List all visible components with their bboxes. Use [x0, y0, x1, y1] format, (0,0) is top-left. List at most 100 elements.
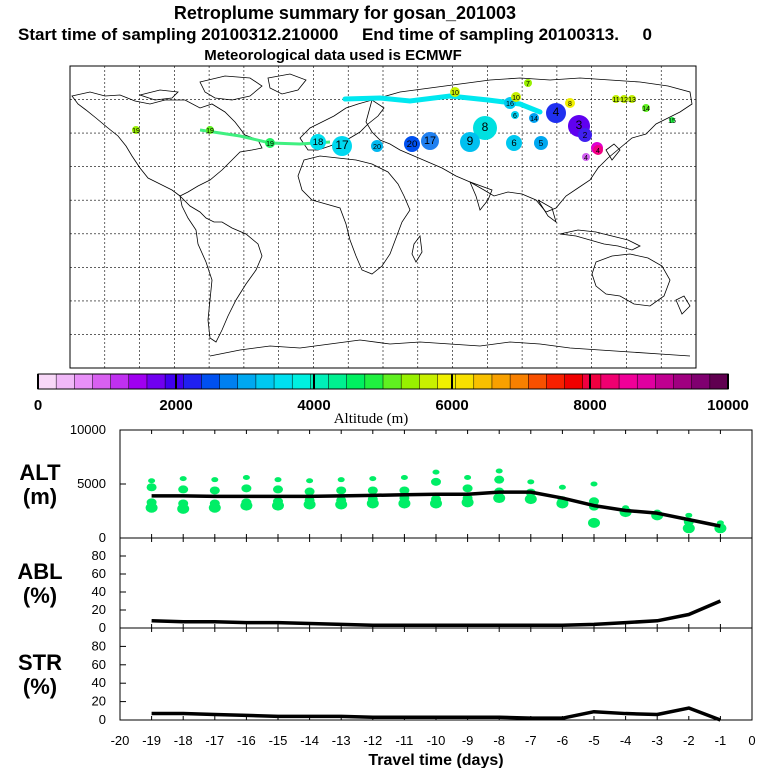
colorbar-cell: [128, 373, 148, 390]
plume-label: 17: [424, 135, 436, 147]
altitude-point: [495, 468, 503, 474]
colorbar-cell: [691, 373, 711, 390]
altitude-point: [464, 475, 472, 481]
colorbar-cell: [455, 373, 475, 390]
altitude-point: [148, 478, 156, 484]
plume-label: 6: [513, 113, 517, 120]
x-tick-label: -4: [620, 733, 632, 748]
plume-label: 10: [512, 95, 520, 102]
colorbar-cell: [419, 373, 439, 390]
x-tick-label: -10: [427, 733, 446, 748]
plume-label: 3: [576, 118, 583, 132]
colorbar-cell: [509, 373, 530, 390]
plume-marker: [265, 138, 275, 148]
plume-label: 15: [668, 118, 676, 125]
series-line: [151, 490, 721, 528]
colorbar-cell: [219, 373, 239, 390]
colorbar-cell: [273, 373, 293, 390]
colorbar-cell: [437, 373, 457, 390]
y-axis-unit: (m): [23, 484, 57, 509]
colorbar-cell: [346, 373, 366, 390]
altitude-point: [493, 493, 506, 504]
plume-track: [342, 93, 543, 115]
x-tick-label: -13: [332, 733, 351, 748]
y-tick-label: 60: [92, 566, 106, 581]
plume-marker: [628, 95, 636, 103]
plume-label: 9: [467, 134, 474, 148]
colorbar-cell: [328, 373, 348, 390]
altitude-point: [398, 498, 411, 509]
plume-marker: [310, 134, 326, 150]
x-axis-title: Travel time (days): [368, 752, 503, 768]
y-tick-label: 60: [92, 657, 106, 672]
colorbar-cell: [92, 373, 112, 390]
plume-marker: [534, 136, 548, 150]
x-tick-label: -5: [588, 733, 600, 748]
x-tick-label: -6: [557, 733, 569, 748]
plume-marker: [642, 104, 650, 112]
y-tick-label: 40: [92, 584, 106, 599]
colorbar-cell: [600, 373, 620, 390]
plume-marker: [669, 117, 675, 123]
series-line: [151, 706, 722, 722]
altitude-point: [494, 475, 505, 484]
colorbar-cell: [618, 373, 638, 390]
colorbar-cell: [673, 373, 693, 390]
plume-marker: [332, 136, 352, 156]
altitude-point: [430, 498, 442, 509]
x-tick-label: -8: [493, 733, 505, 748]
plume-label: 16: [506, 99, 514, 108]
altitude-point: [178, 485, 189, 494]
colorbar-tick-label: 2000: [159, 397, 192, 414]
altitude-point: [367, 486, 378, 495]
y-tick-label: 0: [99, 712, 106, 727]
colorbar-cell: [382, 373, 402, 390]
x-tick-label: -7: [525, 733, 537, 748]
colorbar-cell: [110, 373, 130, 390]
altitude-point: [366, 498, 379, 509]
altitude-point: [399, 486, 410, 495]
plume-marker: [620, 95, 628, 103]
x-tick-label: -17: [205, 733, 224, 748]
colorbar-cell: [146, 373, 166, 390]
y-tick-label: 20: [92, 602, 106, 617]
colorbar-cell: [364, 373, 384, 390]
plume-marker: [565, 98, 575, 108]
plume-label: 20: [407, 139, 418, 150]
met-data-line: Meteorological data used is ECMWF: [204, 47, 462, 64]
plume-label: 18: [313, 137, 324, 148]
y-axis-label: ALT: [19, 460, 61, 485]
x-tick-label: 0: [748, 733, 755, 748]
panel-alt: ALT(m) 10000 5000 0: [19, 422, 753, 545]
altitude-point: [274, 477, 282, 483]
altitude-point: [240, 500, 253, 511]
sampling-time-line: Start time of sampling 20100312.210000 E…: [18, 25, 653, 44]
plume-label: 2: [583, 130, 588, 140]
altitude-point: [179, 476, 187, 482]
colorbar-cell: [528, 373, 548, 390]
altitude-point: [590, 481, 598, 487]
colorbar-cell: [255, 373, 275, 390]
altitude-point: [462, 484, 473, 493]
y-tick-label: 5000: [77, 476, 106, 491]
altitude-point: [524, 494, 537, 505]
altitude-point: [369, 476, 377, 482]
y-axis-unit: (%): [23, 583, 57, 608]
plume-label: 17: [335, 138, 349, 152]
world-map: 1432456891720201718191919161078111213141…: [69, 65, 697, 369]
colorbar-cell: [164, 373, 185, 390]
altitude-point: [337, 477, 345, 483]
y-axis-label: ABL: [17, 559, 62, 584]
colorbar-cell: [582, 373, 602, 390]
colorbar-cell: [564, 373, 584, 390]
plume-marker: [578, 128, 592, 142]
plume-label: 12: [620, 97, 628, 104]
plume-label: 4: [584, 155, 588, 162]
y-tick-label: 80: [92, 548, 106, 563]
colorbar-cell: [291, 373, 312, 390]
altitude-point: [208, 502, 221, 513]
map-frame: [69, 65, 697, 369]
colorbar-cell: [183, 373, 203, 390]
plume-marker: [371, 140, 383, 152]
